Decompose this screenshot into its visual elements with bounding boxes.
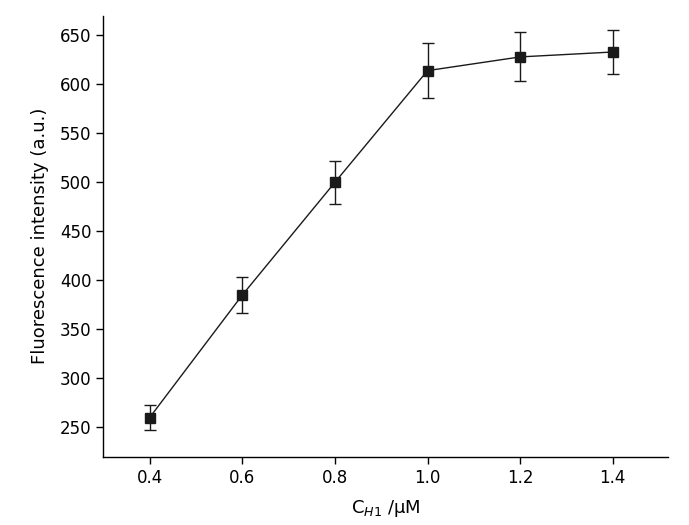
X-axis label: C$_{H1}$ /μM: C$_{H1}$ /μM [351, 498, 421, 519]
Y-axis label: Fluorescence intensity (a.u.): Fluorescence intensity (a.u.) [31, 108, 49, 364]
